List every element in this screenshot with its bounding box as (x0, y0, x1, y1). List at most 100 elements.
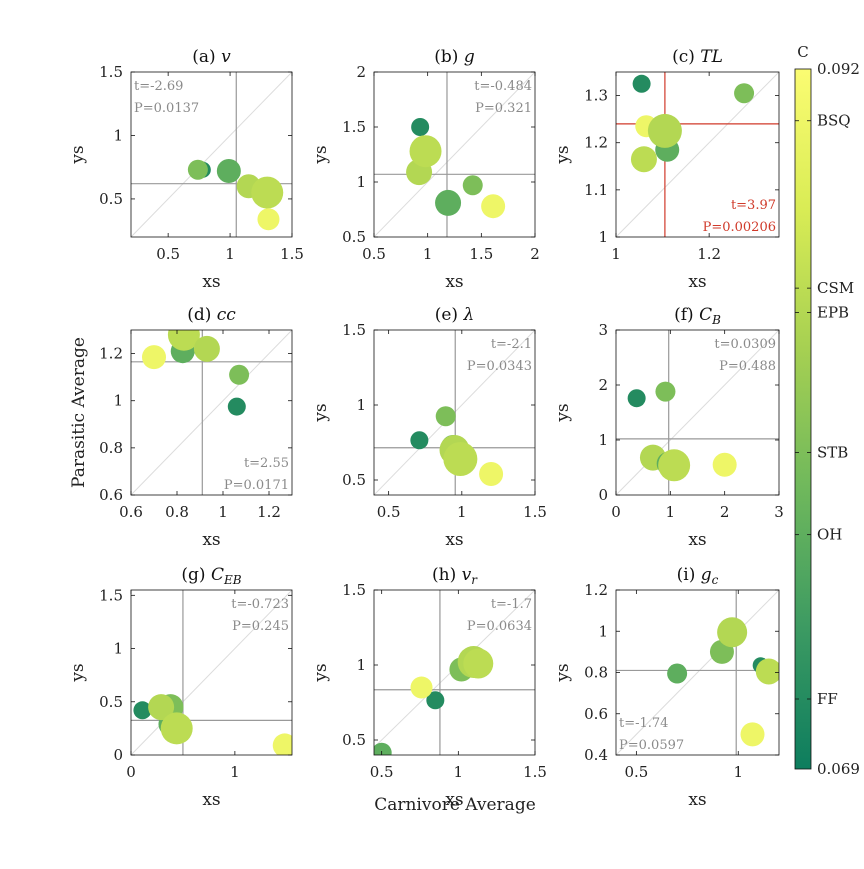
y-tick-label: 1.5 (99, 63, 123, 81)
t-statistic: t=-2.69 (134, 79, 183, 94)
x-tick-label: 1 (457, 503, 467, 521)
scatter-point (481, 194, 506, 219)
x-axis-label: xs (688, 530, 706, 550)
y-tick-label: 1.2 (584, 581, 608, 599)
axes-frame (373, 589, 536, 756)
x-tick-label: 3 (774, 503, 784, 521)
x-axis-label: xs (445, 530, 463, 550)
scatter-point (251, 176, 284, 209)
y-tick-label: 0.4 (584, 746, 608, 764)
y-tick-label: 1 (598, 228, 608, 246)
x-tick-label: 1.5 (469, 245, 493, 263)
scatter-point (734, 83, 755, 104)
scatter-point (627, 389, 646, 408)
colorbar-tick-label: STB (817, 443, 848, 461)
x-tick-label: 1.5 (523, 763, 547, 781)
panel-title: (f) CB (674, 305, 721, 327)
scatter-point (410, 676, 433, 699)
colorbar-tick-label: OH (817, 526, 842, 544)
scatter-point (717, 617, 748, 648)
colorbar: C 0.092 0.069 BSQ CSM EPB STB OH FF (794, 43, 860, 778)
x-tick-label: 1 (454, 763, 464, 781)
x-tick-label: 1 (733, 763, 743, 781)
x-tick-label: 1 (218, 503, 228, 521)
panel-a: 0.5 1 1.5 0.5 1 1.5 (a) v xs ys t=-2.69 P=0.0137 (68, 47, 304, 292)
y-tick-label: 0.5 (342, 471, 366, 489)
t-statistic: t=0.0309 (714, 337, 776, 352)
scatter-point (755, 658, 779, 685)
y-axis-label: ys (553, 663, 573, 682)
y-axis-label: ys (553, 145, 573, 164)
panel-h: 0.5 1 1.5 0.5 1 1.5 (h) vr xs ys t=-1.7 P=0.0634 (311, 565, 547, 810)
y-tick-label: 1 (113, 640, 123, 658)
p-value: P=0.488 (719, 359, 776, 374)
colorbar-max-label: 0.092 (817, 60, 860, 78)
x-tick-label: 2 (530, 245, 540, 263)
panel-g: 0 1 0 0.5 1 1.5 (g) CEB xs ys t=-0.723 P=0.245 (68, 565, 293, 810)
y-tick-label: 1.5 (342, 321, 366, 339)
scatter-point (426, 691, 445, 710)
axes-frame (615, 71, 780, 238)
scatter-point (133, 701, 152, 720)
colorbar-tick-label: EPB (817, 303, 849, 321)
x-axis-label: xs (202, 272, 220, 292)
diagonal-line (131, 590, 292, 755)
scatter-point (409, 135, 442, 168)
panel-title: (h) vr (432, 565, 478, 587)
x-tick-label: 0.5 (156, 245, 180, 263)
scatter-point (647, 113, 682, 148)
scatter-point (463, 648, 494, 679)
y-tick-label: 1 (598, 622, 608, 640)
y-tick-label: 0 (113, 746, 123, 764)
scatter-point (229, 364, 250, 385)
y-tick-label: 0.8 (584, 664, 608, 682)
x-tick-label: 1 (225, 245, 235, 263)
y-tick-label: 1.5 (99, 586, 123, 604)
y-tick-label: 1.5 (342, 581, 366, 599)
y-tick-label: 1 (356, 656, 366, 674)
panel-title: (d) cc (187, 305, 236, 325)
y-tick-label: 2 (356, 63, 366, 81)
scatter-point (216, 159, 241, 183)
x-tick-label: 0.8 (165, 503, 189, 521)
scatter-point (193, 335, 220, 362)
y-tick-label: 0.8 (99, 439, 123, 457)
scatter-point (410, 431, 429, 450)
scatter-point (630, 146, 657, 173)
scatter-point (667, 663, 688, 684)
x-tick-label: 0.5 (362, 245, 386, 263)
panel-d: 0.6 0.8 1 1.2 0.6 0.8 1 1.2 (d) cc xs Parasitic Av… (69, 305, 293, 550)
y-axis-label: Parasitic Average (69, 337, 89, 488)
panel-title: (g) CEB (181, 565, 241, 587)
y-tick-label: 0.5 (342, 731, 366, 749)
scatter-point (167, 330, 200, 351)
panel-title: (a) v (192, 47, 231, 67)
axes-frame (373, 329, 536, 496)
x-axis-label: xs (688, 790, 706, 810)
y-tick-label: 3 (598, 321, 608, 339)
y-tick-label: 0 (598, 486, 608, 504)
p-value: P=0.0634 (467, 619, 532, 634)
y-axis-label: ys (553, 403, 573, 422)
y-tick-label: 0.6 (584, 705, 608, 723)
scatter-point (658, 449, 691, 482)
y-tick-label: 1 (356, 173, 366, 191)
diagonal-line (616, 590, 779, 755)
scatter-point (411, 118, 430, 136)
x-tick-label: 1 (611, 245, 621, 263)
colorbar-title: C (797, 43, 808, 61)
x-tick-label: 1.2 (257, 503, 281, 521)
colorbar-min-label: 0.069 (817, 760, 860, 778)
panel-c: 1 1.2 1 1.1 1.2 1.3 (c) TL xs ys t=3.97 P=0.00206 (553, 47, 780, 292)
scatter-point (462, 175, 483, 196)
p-value: P=0.0171 (224, 478, 289, 493)
scatter-point (632, 74, 651, 93)
scatter-point (142, 345, 166, 370)
scatter-point (257, 208, 280, 231)
y-tick-label: 1 (113, 126, 123, 144)
x-tick-label: 2 (720, 503, 730, 521)
axes-frame (130, 71, 293, 238)
y-tick-label: 1.3 (584, 87, 608, 105)
y-tick-label: 1 (356, 396, 366, 414)
x-axis-label: xs (202, 530, 220, 550)
